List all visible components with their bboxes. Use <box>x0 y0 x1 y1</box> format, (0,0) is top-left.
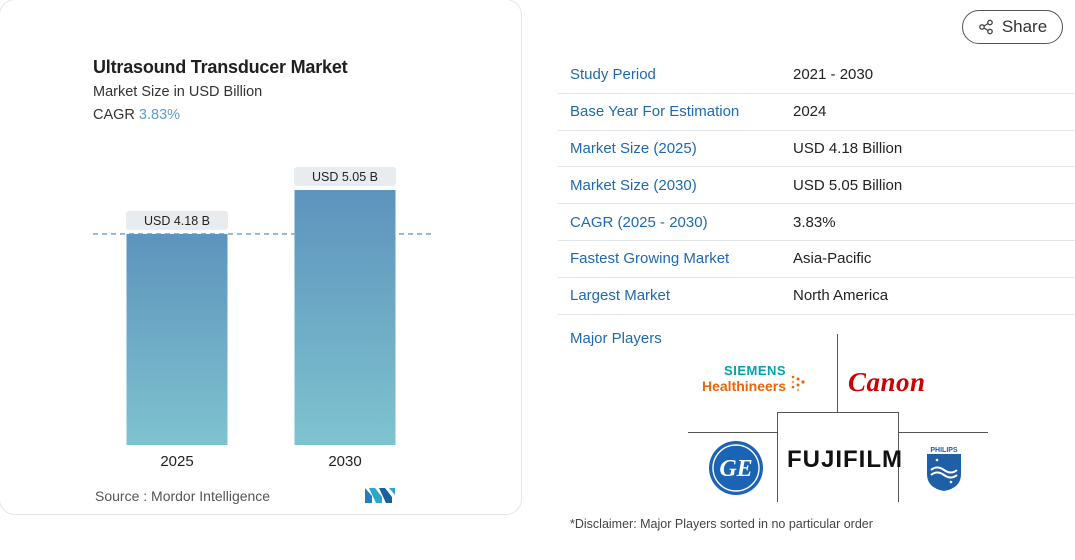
philips-wordmark: PHILIPS <box>930 447 958 454</box>
stat-value: USD 4.18 Billion <box>793 139 903 157</box>
philips-logo: PHILIPS <box>927 447 961 491</box>
stat-label: Study Period <box>570 66 656 84</box>
stat-value: 3.83% <box>793 213 836 231</box>
stat-label: Largest Market <box>570 287 671 305</box>
mordor-intelligence-logo-icon <box>365 488 395 503</box>
stat-value: 2024 <box>793 103 827 121</box>
major-players-logos: SIEMENS Healthineers Canon GE FUJIFILM P… <box>688 334 988 502</box>
cagr-value: 3.83% <box>138 107 181 123</box>
bar-2025 <box>126 233 228 445</box>
logo-divider <box>777 412 899 502</box>
stat-label: Fastest Growing Market <box>570 250 730 268</box>
share-button[interactable]: Share <box>962 10 1063 44</box>
market-chart-card <box>0 0 522 515</box>
logo-divider <box>837 334 838 412</box>
data-label: USD 4.18 B <box>144 214 210 228</box>
cagr-label: CAGR <box>93 107 135 123</box>
siemens-wordmark: SIEMENS <box>724 363 787 378</box>
chart-title: Ultrasound Transducer Market <box>93 57 348 77</box>
stat-label: Base Year For Estimation <box>570 103 740 121</box>
stat-row-largest-market: Largest Market North America <box>558 278 1075 315</box>
stat-row-study-period: Study Period 2021 - 2030 <box>558 57 1075 94</box>
fujifilm-logo: FUJIFILM <box>787 446 903 473</box>
stat-row-base-year: Base Year For Estimation 2024 <box>558 94 1075 131</box>
stat-row-market-size-2030: Market Size (2030) USD 5.05 Billion <box>558 167 1075 205</box>
stat-value: 2021 - 2030 <box>793 66 874 84</box>
canon-logo: Canon <box>848 367 926 397</box>
stat-row-fastest-growing: Fastest Growing Market Asia-Pacific <box>558 241 1075 278</box>
healthineers-wordmark: Healthineers <box>702 378 787 394</box>
stat-label: Market Size (2030) <box>570 176 697 194</box>
chart-subtitle: Market Size in USD Billion <box>93 84 263 100</box>
x-tick-label: 2030 <box>328 453 361 470</box>
stat-value: USD 5.05 Billion <box>793 176 903 194</box>
stat-value: North America <box>793 287 889 305</box>
ge-wordmark: GE <box>719 456 752 482</box>
share-label: Share <box>1001 17 1048 36</box>
healthineers-dots-icon <box>791 375 805 392</box>
market-size-bar-chart: USD 4.18 B 2025 USD 5.05 B 2030 <box>93 167 433 470</box>
source-note: Source : Mordor Intelligence <box>95 488 271 504</box>
data-label: USD 5.05 B <box>312 170 378 184</box>
data-label-bg <box>126 210 228 230</box>
cagr-line: CAGR 3.83% <box>93 107 180 123</box>
stat-label: CAGR (2025 - 2030) <box>570 213 708 231</box>
disclaimer-note: *Disclaimer: Major Players sorted in no … <box>570 517 873 531</box>
x-tick-label: 2025 <box>160 453 193 470</box>
stat-value: Asia-Pacific <box>793 250 872 268</box>
share-icon <box>978 19 993 35</box>
ge-logo: GE <box>709 441 763 495</box>
stat-label: Market Size (2025) <box>570 139 697 157</box>
major-players-label: Major Players <box>570 330 662 347</box>
bar-2030 <box>294 190 396 445</box>
stat-row-cagr: CAGR (2025 - 2030) 3.83% <box>558 204 1075 241</box>
siemens-healthineers-logo: SIEMENS Healthineers <box>702 364 806 393</box>
stat-row-market-size-2025: Market Size (2025) USD 4.18 Billion <box>558 131 1075 168</box>
market-stats-table: Study Period 2021 - 2030 Base Year For E… <box>558 57 1075 315</box>
data-label-bg <box>294 167 396 186</box>
